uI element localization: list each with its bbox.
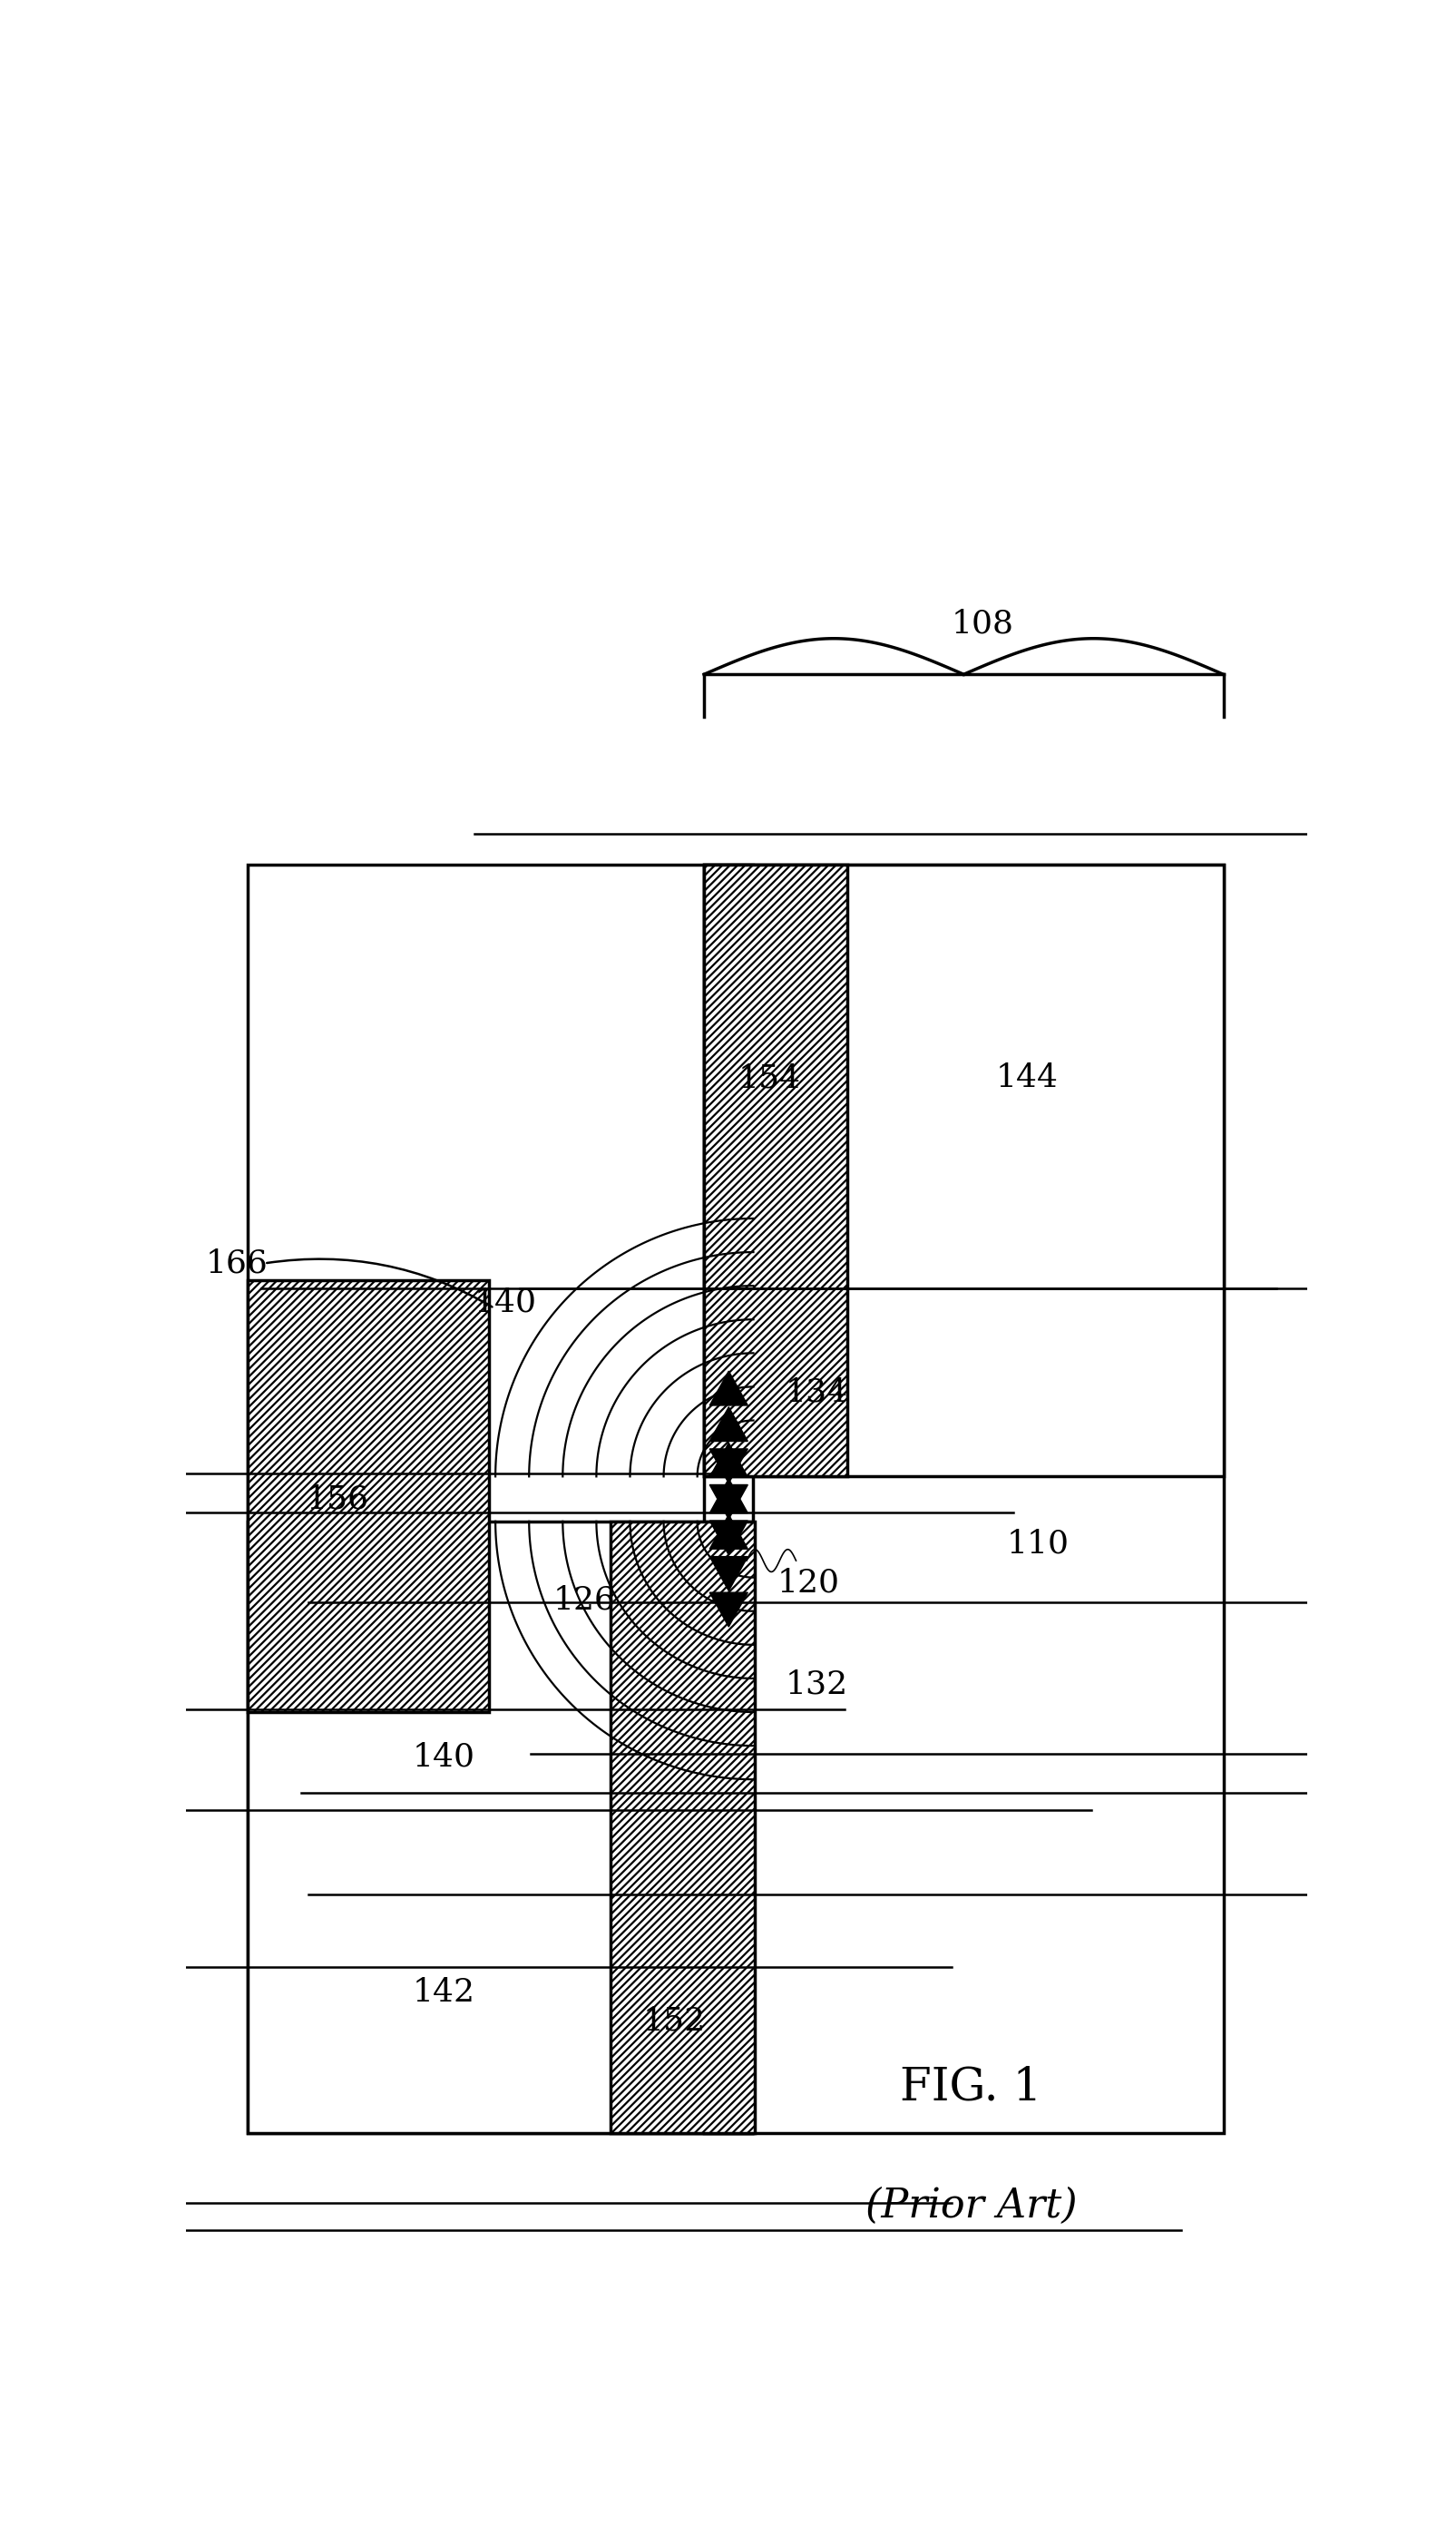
Text: 156: 156 xyxy=(306,1483,368,1513)
Polygon shape xyxy=(709,1450,747,1483)
Text: 108: 108 xyxy=(951,608,1013,639)
Text: 120: 120 xyxy=(776,1567,839,1600)
Text: 126: 126 xyxy=(552,1584,614,1615)
Text: 142: 142 xyxy=(412,1977,475,2008)
Bar xyxy=(248,1521,751,2132)
Text: 152: 152 xyxy=(642,2005,705,2036)
Text: 154: 154 xyxy=(737,1062,799,1093)
Polygon shape xyxy=(709,1371,747,1404)
Bar xyxy=(703,864,847,1475)
Polygon shape xyxy=(709,1521,747,1554)
Text: FIG. 1: FIG. 1 xyxy=(900,2066,1041,2109)
Bar xyxy=(610,1521,754,2132)
Text: 134: 134 xyxy=(785,1377,847,1407)
Polygon shape xyxy=(709,1592,747,1627)
Text: 140: 140 xyxy=(412,1742,475,1772)
Bar xyxy=(248,1280,488,1711)
Text: 144: 144 xyxy=(994,1062,1057,1093)
Text: 166: 166 xyxy=(205,1247,268,1278)
Text: 110: 110 xyxy=(1006,1529,1069,1559)
Text: 140: 140 xyxy=(473,1288,536,1318)
Polygon shape xyxy=(709,1478,747,1513)
Polygon shape xyxy=(709,1442,747,1478)
Text: (Prior Art): (Prior Art) xyxy=(865,2185,1076,2226)
Polygon shape xyxy=(709,1513,747,1549)
Bar xyxy=(703,864,753,2132)
Bar xyxy=(703,864,1223,1475)
Bar xyxy=(248,864,1223,2132)
Polygon shape xyxy=(709,1556,747,1592)
Text: 132: 132 xyxy=(785,1668,847,1698)
Polygon shape xyxy=(709,1486,747,1518)
Polygon shape xyxy=(709,1407,747,1442)
